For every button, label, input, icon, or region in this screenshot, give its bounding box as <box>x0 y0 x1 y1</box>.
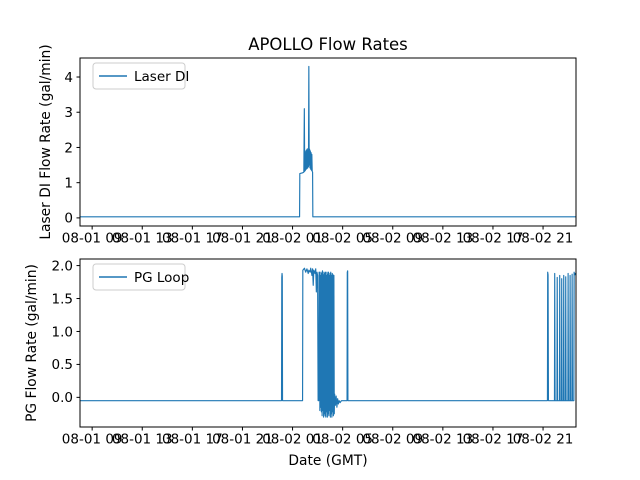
legend-label: PG Loop <box>134 270 189 286</box>
x-tick-label: 08-02 13 <box>413 231 474 247</box>
x-tick-label: 08-02 17 <box>463 231 524 247</box>
x-axis-label: Date (GMT) <box>288 453 367 469</box>
y-tick-label: 1.0 <box>52 324 73 340</box>
legend: Laser DI <box>92 62 189 90</box>
x-tick-label: 08-02 13 <box>413 432 474 448</box>
y-tick-label: 0.5 <box>52 357 73 373</box>
x-tick-label: 08-01 17 <box>162 432 223 448</box>
y-tick-label: 4 <box>64 70 73 86</box>
x-tick-label: 08-02 21 <box>513 231 574 247</box>
x-tick-label: 08-02 05 <box>312 432 373 448</box>
axes-spines <box>79 57 577 227</box>
x-tick-label: 08-01 21 <box>212 231 273 247</box>
legend: PG Loop <box>92 263 189 291</box>
x-tick-label: 08-02 01 <box>262 231 323 247</box>
y-tick-label: 1 <box>64 175 73 191</box>
y-tick-label: 3 <box>64 105 73 121</box>
x-tick-label: 08-01 21 <box>212 432 273 448</box>
x-tick-label: 08-02 21 <box>513 432 574 448</box>
laser-di-series-line <box>80 65 576 218</box>
y-axis-label: PG Flow Rate (gal/min) <box>24 264 40 422</box>
x-tick-label: 08-02 17 <box>463 432 524 448</box>
x-tick-label: 08-02 01 <box>262 432 323 448</box>
chart-title: APOLLO Flow Rates <box>248 35 408 54</box>
x-tick-label: 08-01 13 <box>112 231 173 247</box>
x-tick-label: 08-01 13 <box>112 432 173 448</box>
y-tick-label: 1.5 <box>52 291 73 307</box>
x-tick-label: 08-02 09 <box>362 231 423 247</box>
x-tick-label: 08-01 09 <box>62 231 123 247</box>
y-tick-label: 2 <box>64 140 73 156</box>
x-tick-label: 08-02 05 <box>312 231 373 247</box>
y-axis-label: Laser DI Flow Rate (gal/min) <box>38 44 54 239</box>
y-tick-label: 2.0 <box>52 258 73 274</box>
legend-box <box>92 62 186 90</box>
legend-label: Laser DI <box>134 69 189 85</box>
x-tick-label: 08-01 17 <box>162 231 223 247</box>
legend-box <box>92 263 186 291</box>
y-tick-label: 0 <box>64 211 73 227</box>
pg-loop-series-line <box>80 267 576 418</box>
x-tick-label: 08-02 09 <box>362 432 423 448</box>
y-tick-label: 0.0 <box>52 390 73 406</box>
axes-spines <box>79 258 577 428</box>
x-tick-label: 08-01 09 <box>62 432 123 448</box>
